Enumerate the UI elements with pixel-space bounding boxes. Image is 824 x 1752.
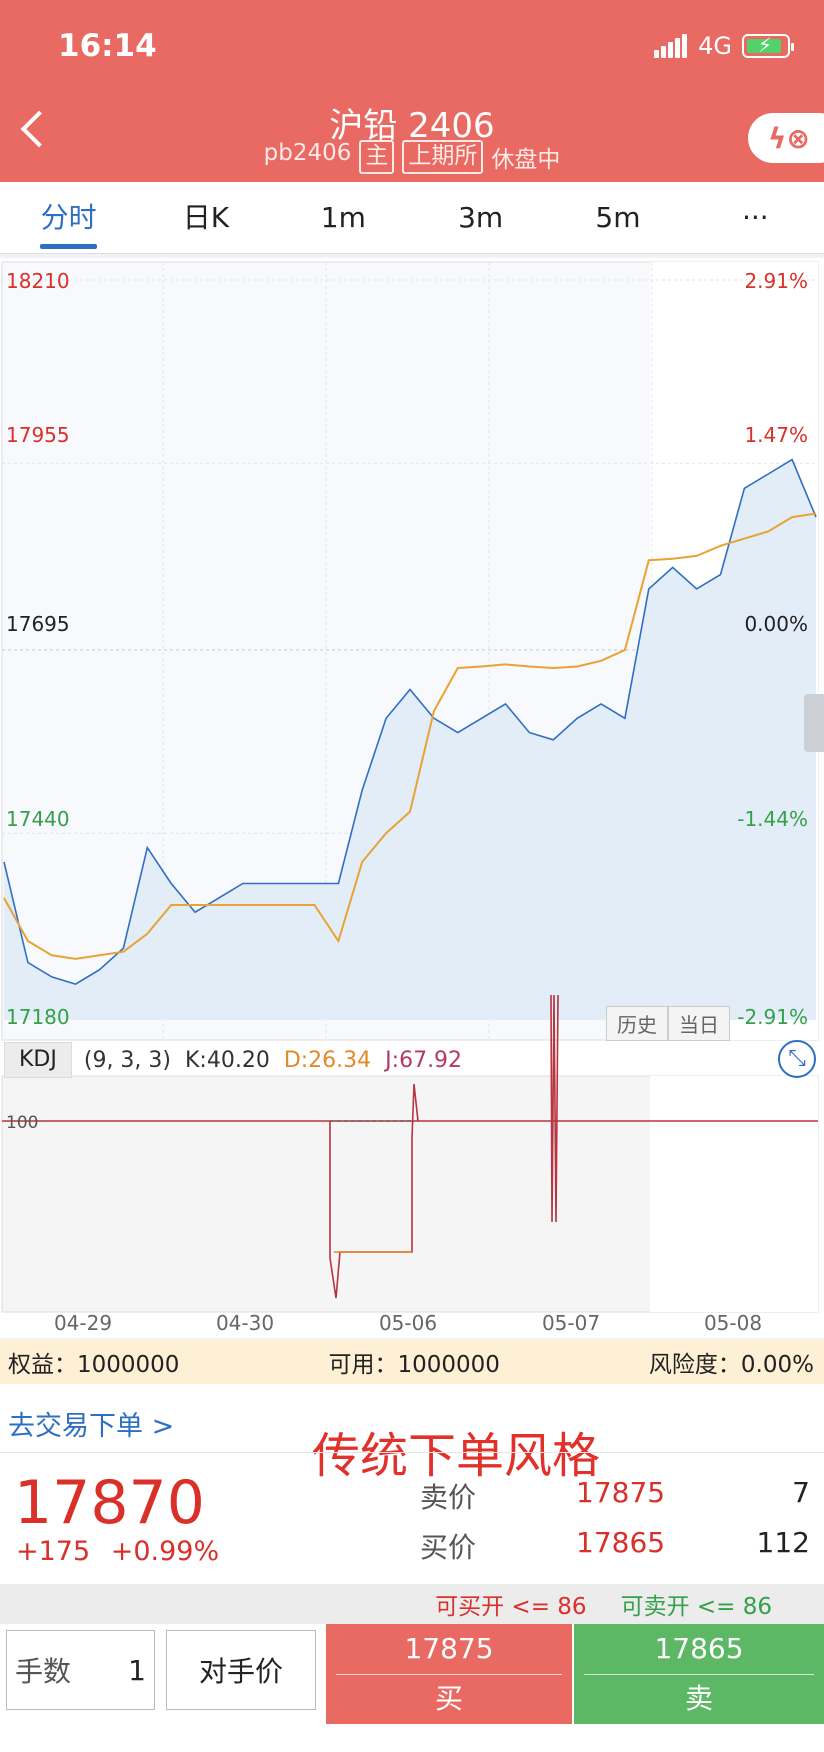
bid-volume: 112 — [756, 1526, 810, 1559]
kdj-params: (9, 3, 3) — [83, 1047, 171, 1073]
order-style-label: 传统下单风格 — [312, 1428, 601, 1484]
contract-subtitle: pb2406 主 上期所 休盘中 — [0, 140, 824, 174]
session-status: 休盘中 — [491, 147, 561, 173]
tab-3m[interactable]: 3m — [458, 201, 504, 234]
history-toggle: 历史 当日 — [606, 1006, 730, 1041]
open-limits: 可买开 <= 86 可卖开 <= 86 — [0, 1584, 824, 1624]
axis-right-top: 2.91% — [744, 269, 808, 293]
tab-1m[interactable]: 1m — [320, 201, 366, 234]
side-drawer-handle[interactable] — [804, 694, 824, 752]
contract-title: 沪铅 2406 — [329, 106, 495, 146]
buy-label: 买 — [434, 1682, 463, 1715]
sell-button[interactable]: 17865 卖 — [574, 1624, 824, 1724]
date-label: 05-07 — [542, 1311, 600, 1335]
price-line — [3, 458, 817, 985]
axis-left-upper: 17955 — [6, 423, 70, 447]
ask-volume: 7 — [792, 1476, 810, 1509]
signal-bars-icon — [654, 34, 688, 58]
divider — [0, 1452, 824, 1453]
price-area-fill — [4, 459, 816, 1021]
buy-price: 17875 — [336, 1624, 562, 1675]
tab-5m[interactable]: 5m — [595, 201, 641, 234]
status-icons: 4G ⚡ — [654, 32, 794, 60]
top-bar: 16:14 4G ⚡ 沪铅 2406 pb2406 主 上期所 休盘中 ϟ⊗ — [0, 0, 824, 182]
bid-price: 17865 — [576, 1526, 666, 1559]
bid-label: 买价 — [420, 1531, 477, 1564]
go-trade-link[interactable]: 去交易下单 > — [8, 1411, 175, 1442]
date-label: 04-30 — [216, 1311, 274, 1335]
ask-row: 卖价 17875 7 — [420, 1476, 810, 1516]
network-type: 4G — [698, 32, 732, 60]
axis-left-top: 18210 — [6, 269, 70, 293]
battery-charging-icon: ⚡ — [742, 33, 794, 58]
quantity-field[interactable]: 手数 1 — [6, 1630, 155, 1710]
tab-daily-k[interactable]: 日K — [182, 201, 230, 234]
kdj-axis-label: 100 — [6, 1113, 38, 1133]
sell-label: 卖 — [684, 1682, 713, 1715]
risk-ratio: 风险度：0.00% — [648, 1352, 814, 1378]
axis-left-lower: 17440 — [6, 807, 70, 831]
ask-price: 17875 — [576, 1476, 666, 1509]
buy-button[interactable]: 17875 买 — [326, 1624, 572, 1724]
axis-right-lower: -1.44% — [737, 807, 808, 831]
axis-left-bottom: 17180 — [6, 1005, 70, 1029]
available-funds: 可用：1000000 — [328, 1352, 500, 1378]
kdj-k-value: K:40.20 — [185, 1047, 270, 1073]
axis-right-upper: 1.47% — [744, 423, 808, 447]
status-time: 16:14 — [58, 28, 157, 64]
history-button[interactable]: 历史 — [606, 1006, 668, 1041]
axis-right-ref: 0.00% — [744, 612, 808, 636]
chart-area[interactable]: 18210 17955 17695 17440 17180 2.91% 1.47… — [0, 258, 824, 1338]
can-buy-open: 可买开 <= 86 — [435, 1594, 587, 1620]
flash-order-icon: ϟ⊗ — [768, 121, 810, 155]
bid-row: 买价 17865 112 — [420, 1526, 810, 1566]
price-mode-selector[interactable]: 对手价 — [166, 1630, 316, 1710]
axis-right-bottom: -2.91% — [737, 1005, 808, 1029]
average-line — [3, 512, 817, 960]
date-label: 05-06 — [379, 1311, 437, 1335]
quantity-label: 手数 — [15, 1655, 72, 1688]
more-icon[interactable]: ··· — [741, 201, 769, 234]
contract-code: pb2406 — [263, 140, 352, 166]
period-tabs: 分时 日K 1m 3m 5m ··· — [0, 182, 824, 254]
exchange-tag: 上期所 — [402, 140, 484, 174]
quantity-value[interactable]: 1 — [128, 1653, 146, 1687]
order-panel: 去交易下单 > 传统下单风格 17870 +175 +0.99% 卖价 1787… — [0, 1384, 824, 1752]
can-sell-open: 可卖开 <= 86 — [620, 1594, 772, 1620]
kdj-selector[interactable]: KDJ — [4, 1042, 72, 1078]
main-tag: 主 — [359, 140, 395, 174]
ask-label: 卖价 — [420, 1481, 477, 1514]
expand-chart-icon[interactable]: ⤡ — [778, 1040, 816, 1078]
kdj-indicator-bar: KDJ (9, 3, 3) K:40.20 D:26.34 J:67.92 ⤡ — [0, 1040, 824, 1080]
account-summary: 权益：1000000 可用：1000000 风险度：0.00% — [0, 1340, 824, 1384]
flash-order-button[interactable]: ϟ⊗ — [748, 113, 824, 163]
price-chart[interactable]: 18210 17955 17695 17440 17180 2.91% 1.47… — [0, 258, 824, 1338]
equity: 权益：1000000 — [8, 1352, 180, 1378]
tab-intraday[interactable]: 分时 — [0, 182, 137, 253]
today-button[interactable]: 当日 — [668, 1006, 730, 1041]
date-label: 05-08 — [704, 1311, 762, 1335]
kdj-d-value: D:26.34 — [283, 1047, 372, 1073]
last-price: 17870 — [14, 1468, 205, 1538]
price-change: +175 +0.99% — [16, 1536, 220, 1567]
kdj-j-value: J:67.92 — [385, 1047, 463, 1073]
axis-left-ref: 17695 — [6, 612, 70, 636]
date-label: 04-29 — [54, 1311, 112, 1335]
sell-price: 17865 — [584, 1624, 814, 1675]
